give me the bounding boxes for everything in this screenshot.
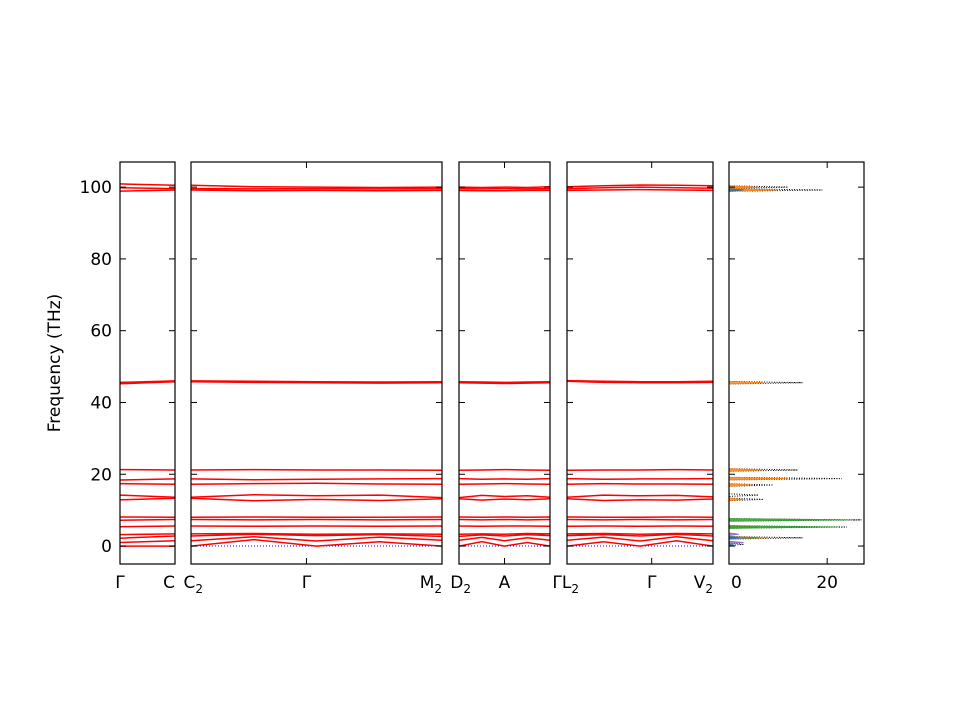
band-line xyxy=(566,380,714,384)
x-tick-label: V2 xyxy=(694,573,713,596)
band-line xyxy=(119,533,176,536)
x-tick-label: C2 xyxy=(183,573,203,596)
panel-frame xyxy=(566,161,714,565)
band-line xyxy=(566,477,714,481)
x-tick-label: ΓL2 xyxy=(552,573,579,596)
band-line xyxy=(190,189,443,192)
y-axis-label: Frequency (THz) xyxy=(45,294,65,433)
dos-peak xyxy=(728,525,847,529)
x-tick-label: M2 xyxy=(420,573,442,596)
y-tick-label: 100 xyxy=(80,178,112,198)
band-line xyxy=(119,494,176,498)
dos-frame xyxy=(728,161,865,565)
band-panel-p4: ΓL2 Γ V2 xyxy=(552,161,714,596)
band-line xyxy=(190,538,443,547)
band-line xyxy=(190,533,443,538)
panel-frame xyxy=(119,161,176,565)
band-line xyxy=(566,186,714,190)
band-line xyxy=(190,380,443,384)
panel-frame xyxy=(458,161,551,565)
band-line xyxy=(458,468,551,472)
band-line xyxy=(119,539,176,544)
band-line xyxy=(566,539,714,547)
dos-peak xyxy=(728,185,788,189)
band-line xyxy=(190,477,443,481)
band-line xyxy=(566,184,714,188)
dos-x-tick-label: 20 xyxy=(816,573,838,593)
band-line xyxy=(119,478,176,481)
dos-peak xyxy=(728,540,744,545)
band-line xyxy=(566,533,714,537)
y-tick-label: 80 xyxy=(90,250,112,270)
band-line xyxy=(458,381,551,385)
y-tick-label: 60 xyxy=(90,322,112,342)
band-line xyxy=(190,380,443,383)
dos-peak xyxy=(728,518,852,522)
panel-frame xyxy=(190,161,443,565)
band-line xyxy=(458,540,551,547)
x-tick-label: D2 xyxy=(450,573,471,596)
band-line xyxy=(190,468,443,472)
x-tick-label: C xyxy=(163,573,175,593)
band-panel-p2: C2 Γ M2 xyxy=(183,161,443,596)
dos-x-tick-label: 0 xyxy=(731,573,742,593)
band-line xyxy=(190,493,443,499)
band-line xyxy=(190,482,443,486)
band-line xyxy=(458,532,551,535)
band-line xyxy=(190,532,443,535)
band-line xyxy=(458,482,551,486)
dos-panel: 0 20 xyxy=(728,161,865,593)
band-line xyxy=(566,535,714,542)
band-line xyxy=(566,532,714,535)
band-line xyxy=(119,535,176,539)
x-tick-label: Γ xyxy=(647,573,657,593)
band-line xyxy=(566,468,714,472)
band-line xyxy=(119,482,176,486)
band-line xyxy=(566,379,714,383)
band-line xyxy=(119,187,176,190)
band-line xyxy=(119,518,176,521)
band-line xyxy=(119,380,176,384)
y-tick-label: 40 xyxy=(90,393,112,413)
band-line xyxy=(190,497,443,502)
band-line xyxy=(119,380,176,385)
x-tick-label: Γ xyxy=(302,573,312,593)
band-line xyxy=(458,536,551,542)
dos-peak xyxy=(728,380,803,385)
band-line xyxy=(458,533,551,538)
dos-peak xyxy=(728,468,798,472)
band-line xyxy=(458,497,551,501)
band-line xyxy=(566,497,714,502)
y-tick-label: 20 xyxy=(90,465,112,485)
band-line xyxy=(119,497,176,501)
dos-peak xyxy=(728,532,739,536)
band-line xyxy=(458,380,551,384)
band-panel-p3: D2 A xyxy=(450,161,551,596)
x-tick-label: Γ xyxy=(115,573,125,593)
band-line xyxy=(458,494,551,499)
band-line xyxy=(119,525,176,528)
band-line xyxy=(119,189,176,192)
x-tick-label: A xyxy=(499,573,511,593)
band-panel-p1: 0 20 40 60 80 100 Γ C xyxy=(80,161,176,593)
band-line xyxy=(458,477,551,481)
band-line xyxy=(566,494,714,498)
band-line xyxy=(458,186,551,189)
y-tick-label: 0 xyxy=(101,537,112,557)
band-line xyxy=(566,482,714,486)
band-line xyxy=(190,184,443,189)
band-line xyxy=(566,188,714,192)
band-line xyxy=(119,183,176,187)
dos-peak xyxy=(728,525,838,529)
band-line xyxy=(190,535,443,542)
dos-peak xyxy=(728,493,759,497)
